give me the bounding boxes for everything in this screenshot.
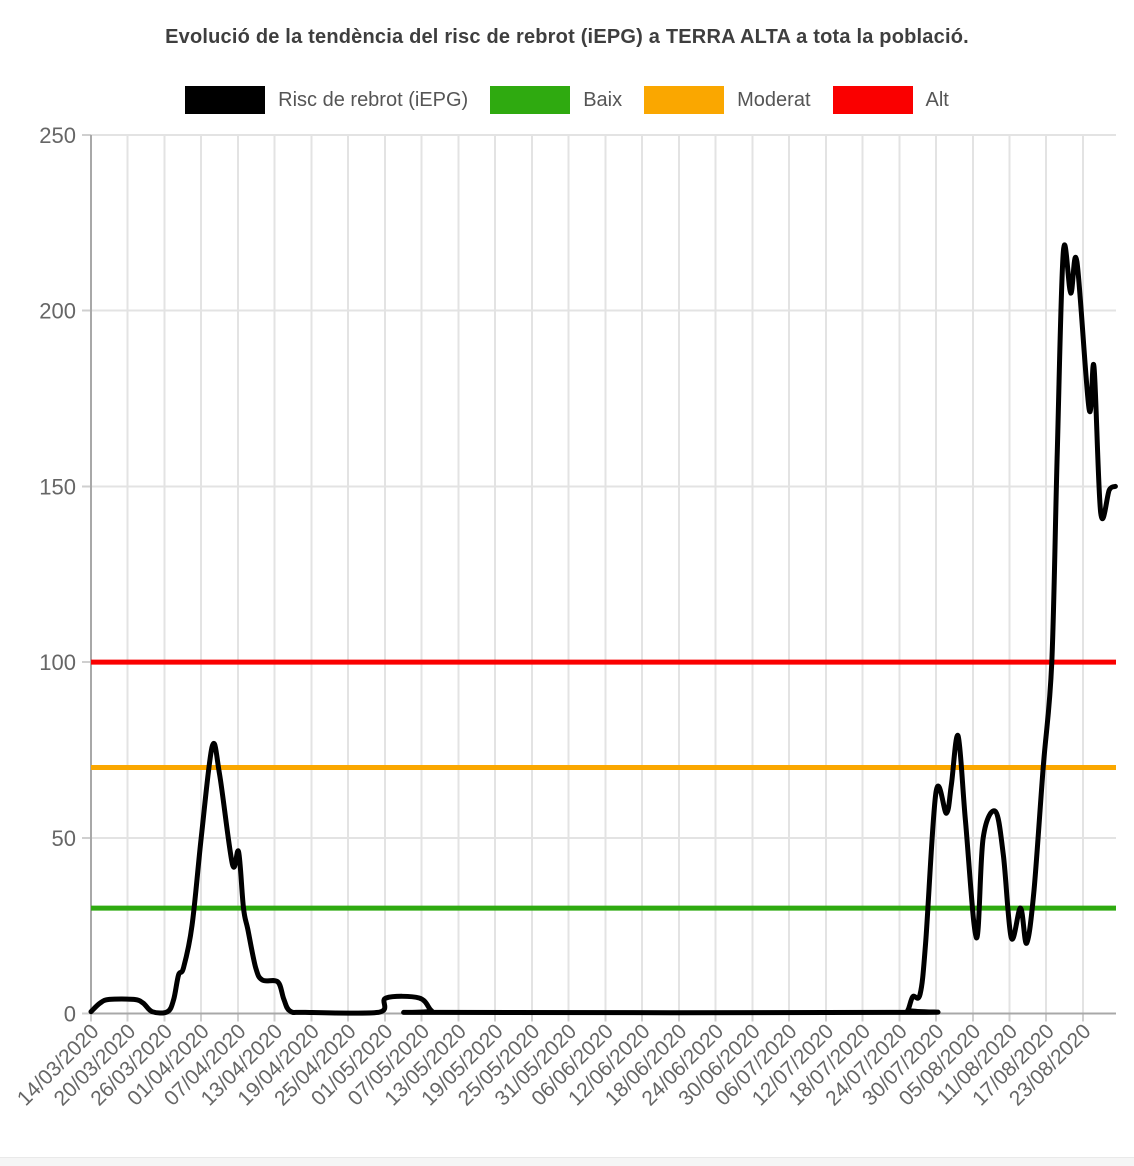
- legend-label-alt: Alt: [925, 88, 949, 111]
- legend-item-baix: Baix: [490, 86, 622, 114]
- legend-item-alt: Alt: [832, 86, 949, 114]
- chart-legend: Risc de rebrot (iEPG) Baix Moderat Alt: [0, 86, 1134, 114]
- legend-label-iepg: Risc de rebrot (iEPG): [278, 88, 469, 111]
- y-tick-label: 0: [64, 1002, 76, 1027]
- legend-swatch-moderat: [644, 86, 725, 114]
- y-tick-label: 250: [39, 123, 76, 148]
- series-line-iepg: [88, 242, 1118, 1016]
- legend-swatch-alt: [832, 86, 913, 114]
- y-tick-label: 50: [52, 826, 76, 851]
- y-tick-label: 200: [39, 299, 76, 324]
- y-tick-label: 150: [39, 474, 76, 499]
- legend-label-baix: Baix: [583, 88, 623, 111]
- legend-item-iepg: Risc de rebrot (iEPG): [185, 86, 468, 114]
- footer-strip: [0, 1157, 1134, 1166]
- chart-title: Evolució de la tendència del risc de reb…: [165, 26, 969, 48]
- legend-label-moderat: Moderat: [737, 88, 811, 111]
- legend-item-moderat: Moderat: [644, 86, 811, 114]
- legend-swatch-iepg: [185, 86, 266, 114]
- legend-swatch-baix: [490, 86, 571, 114]
- y-tick-label: 100: [39, 650, 76, 675]
